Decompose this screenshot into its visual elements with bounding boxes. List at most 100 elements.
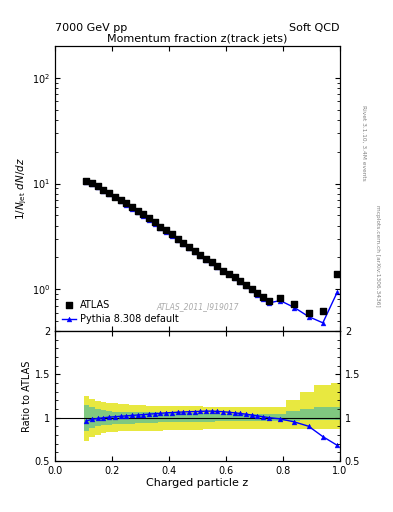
Pythia 8.308 default (147, 217, 151, 223)
Bar (215, 414, 220, 421)
Bar (129, 404, 135, 432)
ATLAS (254, 289, 261, 297)
Bar (314, 407, 331, 420)
Bar (232, 414, 237, 421)
Pythia 8.308 default (158, 225, 163, 231)
Bar (123, 404, 129, 432)
Bar (331, 383, 340, 429)
Bar (249, 414, 255, 421)
ATLAS (157, 223, 163, 231)
ATLAS (266, 297, 272, 305)
ATLAS (203, 254, 209, 263)
ATLAS (220, 266, 226, 274)
Pythia 8.308 default (95, 184, 100, 190)
Pythia 8.308 default (124, 202, 129, 208)
Bar (95, 409, 101, 426)
Bar (186, 413, 192, 422)
Bar (158, 406, 163, 431)
Bar (272, 407, 286, 429)
Bar (203, 413, 209, 422)
ATLAS (123, 199, 129, 207)
ATLAS (248, 285, 255, 293)
ATLAS (291, 300, 298, 308)
Pythia 8.308 default (198, 253, 203, 259)
Pythia 8.308 default (135, 209, 140, 215)
ATLAS (169, 230, 175, 239)
Bar (237, 414, 243, 421)
Bar (135, 413, 141, 423)
ATLAS (334, 270, 340, 278)
Bar (175, 407, 180, 430)
Bar (146, 413, 152, 423)
Bar (255, 407, 260, 429)
Line: Pythia 8.308 default: Pythia 8.308 default (84, 179, 340, 325)
ATLAS (163, 226, 169, 234)
Bar (141, 404, 146, 431)
Bar (209, 407, 215, 429)
Bar (272, 414, 286, 421)
Bar (89, 398, 95, 437)
ATLAS (106, 189, 112, 197)
Pythia 8.308 default (130, 205, 134, 211)
Bar (226, 414, 232, 421)
Bar (220, 407, 226, 429)
Text: Soft QCD: Soft QCD (290, 23, 340, 33)
ATLAS (277, 294, 283, 303)
Pythia 8.308 default (209, 261, 214, 267)
Bar (101, 402, 106, 433)
Pythia 8.308 default (107, 191, 112, 197)
Pythia 8.308 default (187, 245, 191, 251)
Bar (249, 407, 255, 429)
ATLAS (243, 281, 249, 289)
Bar (152, 406, 158, 431)
Pythia 8.308 default (244, 283, 248, 289)
Bar (163, 413, 169, 422)
ATLAS (209, 258, 215, 266)
Bar (84, 404, 89, 431)
Bar (152, 413, 158, 423)
Pythia 8.308 default (238, 279, 242, 285)
ATLAS (83, 177, 90, 185)
Pythia 8.308 default (321, 320, 325, 326)
Bar (146, 406, 152, 431)
Bar (286, 411, 300, 421)
Bar (180, 413, 186, 422)
ATLAS (112, 193, 118, 201)
Pythia 8.308 default (101, 187, 106, 194)
ATLAS (140, 210, 147, 219)
Pythia 8.308 default (141, 212, 146, 219)
ATLAS (305, 309, 312, 317)
ATLAS (237, 276, 243, 285)
ATLAS (95, 182, 101, 190)
Bar (135, 404, 141, 431)
Pythia 8.308 default (90, 181, 94, 187)
Pythia 8.308 default (192, 249, 197, 255)
ATLAS (118, 196, 124, 204)
Bar (106, 411, 112, 424)
Bar (129, 412, 135, 423)
Bar (243, 414, 249, 421)
Bar (186, 407, 192, 430)
ATLAS (174, 234, 181, 243)
ATLAS (186, 243, 192, 251)
Pythia 8.308 default (169, 233, 174, 239)
Bar (123, 412, 129, 423)
Bar (260, 414, 266, 421)
Bar (226, 407, 232, 429)
Bar (300, 392, 314, 429)
Bar (220, 414, 226, 421)
Pythia 8.308 default (164, 229, 169, 235)
Bar (260, 407, 266, 429)
ATLAS (231, 273, 238, 281)
Bar (169, 413, 175, 422)
Bar (175, 413, 180, 422)
Bar (215, 407, 220, 429)
ATLAS (260, 293, 266, 301)
Pythia 8.308 default (175, 237, 180, 243)
Pythia 8.308 default (204, 257, 208, 263)
Bar (169, 407, 175, 430)
Text: Rivet 3.1.10, 3.4M events: Rivet 3.1.10, 3.4M events (362, 105, 367, 181)
Pythia 8.308 default (152, 221, 157, 227)
Pythia 8.308 default (84, 179, 89, 185)
Bar (331, 407, 340, 420)
